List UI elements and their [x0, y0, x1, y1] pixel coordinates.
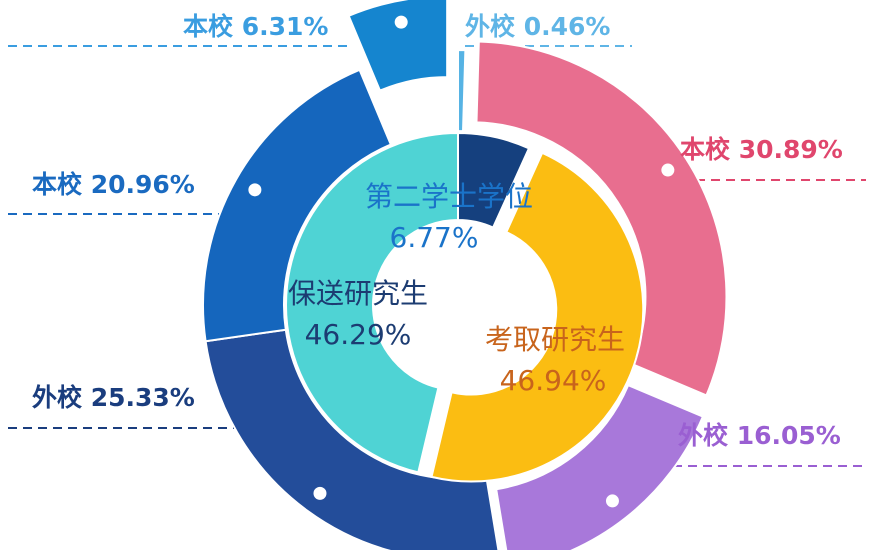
outer-label-recommended-other: 外校 25.33%: [32, 383, 195, 412]
inner-slice-0: [457, 131, 531, 229]
segment-marker-5: [394, 15, 408, 29]
outer-ring: [202, 0, 728, 550]
outer-label-exam-other: 外校 16.05%: [678, 421, 841, 450]
inner-ring: [285, 131, 645, 483]
segment-marker-3: [313, 486, 327, 500]
outer-slice-3: [204, 328, 500, 550]
outer-slice-5: [347, 0, 449, 92]
inner-label-recommended-name: 保送研究生: [288, 277, 428, 310]
inner-label-exam-value: 46.94%: [500, 364, 607, 397]
outer-slice-2: [495, 383, 705, 550]
segment-marker-1: [661, 163, 675, 177]
outer-slice-1: [475, 40, 728, 397]
outer-slice-4: [202, 68, 393, 343]
inner-slice-1: [430, 151, 645, 483]
inner-label-second-degree-name: 第二学士学位: [365, 180, 533, 213]
label-leader-lines: [8, 45, 866, 467]
segment-marker-2: [605, 494, 619, 508]
inner-label-recommended-value: 46.29%: [305, 318, 412, 351]
outer-slice-0: [457, 48, 467, 133]
segment-markers: [248, 15, 675, 508]
outer-label-recommended-own: 本校 20.96%: [32, 170, 195, 199]
outer-label-second-degree-own: 本校 6.31%: [183, 12, 328, 41]
inner-slice-2: [285, 131, 459, 474]
inner-label-exam-name: 考取研究生: [485, 323, 625, 356]
outer-label-exam-own: 本校 30.89%: [680, 135, 843, 164]
inner-label-second-degree-value: 6.77%: [390, 221, 479, 254]
outer-label-second-degree-other: 外校 0.46%: [465, 12, 610, 41]
segment-marker-4: [248, 183, 262, 197]
